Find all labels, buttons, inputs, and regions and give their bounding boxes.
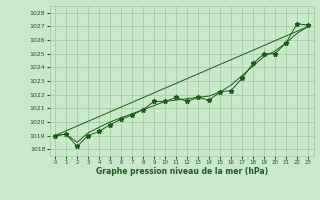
X-axis label: Graphe pression niveau de la mer (hPa): Graphe pression niveau de la mer (hPa) [96, 167, 268, 176]
